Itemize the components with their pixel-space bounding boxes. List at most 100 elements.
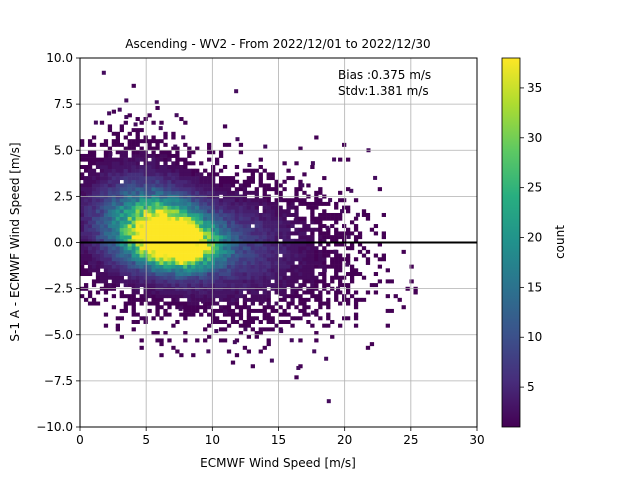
heatmap-cell (381, 257, 386, 262)
heatmap-cell (131, 220, 136, 225)
heatmap-cell (203, 338, 208, 343)
heatmap-cell (91, 157, 97, 162)
heatmap-cell (179, 301, 184, 306)
heatmap-cell (282, 272, 287, 277)
heatmap-cell (103, 257, 109, 262)
heatmap-cell (203, 327, 208, 332)
heatmap-cell (159, 201, 164, 206)
heatmap-cell (302, 216, 307, 221)
heatmap-cell (95, 198, 101, 203)
heatmap-cell (318, 260, 323, 265)
heatmap-cell (282, 220, 287, 225)
heatmap-cell (349, 231, 355, 236)
heatmap-cell (290, 246, 295, 251)
heatmap-cell (151, 238, 156, 243)
heatmap-cell (147, 165, 152, 169)
heatmap-cell (274, 238, 279, 243)
heatmap-cell (179, 183, 184, 188)
heatmap-cell (107, 179, 113, 184)
heatmap-cell (207, 272, 212, 277)
heatmap-cell (199, 279, 204, 284)
heatmap-cell (250, 279, 255, 284)
heatmap-cell (147, 212, 152, 217)
y-tick-label: −5.0 (44, 328, 73, 342)
heatmap-cell (214, 260, 220, 265)
heatmap-cell (326, 242, 331, 247)
heatmap-cell (195, 242, 200, 247)
heatmap-cell (254, 308, 259, 313)
heatmap-cell (155, 312, 160, 317)
heatmap-cell (195, 227, 200, 232)
heatmap-cell (238, 209, 244, 214)
heatmap-cell (203, 253, 208, 258)
heatmap-cell (207, 249, 212, 254)
heatmap-cell (199, 260, 204, 265)
heatmap-cell (195, 268, 200, 273)
heatmap-cell (286, 242, 291, 247)
heatmap-cell (171, 205, 176, 210)
heatmap-cell (151, 249, 156, 254)
heatmap-cell (306, 260, 311, 265)
heatmap-cell (314, 294, 319, 299)
heatmap-cell (242, 279, 248, 284)
heatmap-cell (234, 260, 240, 265)
heatmap-cell (115, 205, 120, 210)
heatmap-cell (127, 113, 132, 118)
heatmap-cell (218, 190, 224, 195)
x-tick-label: 20 (337, 433, 352, 447)
heatmap-cell (123, 264, 128, 269)
heatmap-cell (111, 264, 117, 269)
heatmap-cell (171, 153, 176, 158)
heatmap-cell (286, 227, 291, 232)
heatmap-cell (91, 235, 97, 240)
heatmap-cell (87, 150, 93, 155)
heatmap-cell (183, 249, 188, 254)
heatmap-cell (254, 331, 259, 336)
heatmap-cell (147, 224, 152, 229)
heatmap-cell (107, 205, 113, 210)
heatmap-cell (294, 316, 299, 321)
heatmap-cell (290, 212, 295, 217)
heatmap-cell (258, 283, 263, 288)
heatmap-cell (111, 279, 117, 284)
heatmap-cell (310, 260, 315, 265)
heatmap-cell (214, 209, 220, 214)
heatmap-cell (159, 165, 164, 169)
heatmap-cell (139, 242, 144, 247)
heatmap-cell (207, 212, 212, 217)
heatmap-cell (310, 294, 315, 299)
heatmap-cell (195, 253, 200, 258)
heatmap-cell (83, 297, 89, 302)
heatmap-cell (230, 319, 236, 324)
heatmap-cell (290, 290, 295, 295)
heatmap-cell (99, 242, 105, 247)
heatmap-cell (167, 272, 172, 277)
heatmap-cell (83, 227, 89, 232)
heatmap-cell (207, 216, 212, 221)
heatmap-cell (175, 305, 180, 310)
heatmap-cell (95, 220, 101, 225)
heatmap-cell (314, 253, 319, 258)
heatmap-cell (211, 209, 216, 214)
heatmap-cell (191, 216, 196, 221)
heatmap-cell (282, 294, 287, 299)
heatmap-cell (389, 279, 394, 284)
heatmap-cell (139, 168, 144, 173)
heatmap-cell (211, 220, 216, 225)
heatmap-cell (282, 290, 287, 295)
heatmap-cell (191, 209, 196, 214)
heatmap-cell (250, 308, 255, 313)
heatmap-cell (254, 249, 259, 254)
heatmap-cell (250, 294, 255, 299)
heatmap-cell (314, 135, 319, 140)
heatmap-cell (159, 342, 164, 347)
heatmap-cell (226, 190, 232, 195)
heatmap-cell (163, 279, 168, 284)
heatmap-cell (282, 275, 287, 280)
heatmap-cell (290, 323, 295, 328)
heatmap-cell (290, 316, 295, 321)
heatmap-cell (159, 264, 164, 269)
colorbar-tick-label: 25 (527, 181, 542, 195)
heatmap-cell (207, 275, 212, 280)
heatmap-cell (123, 253, 128, 258)
